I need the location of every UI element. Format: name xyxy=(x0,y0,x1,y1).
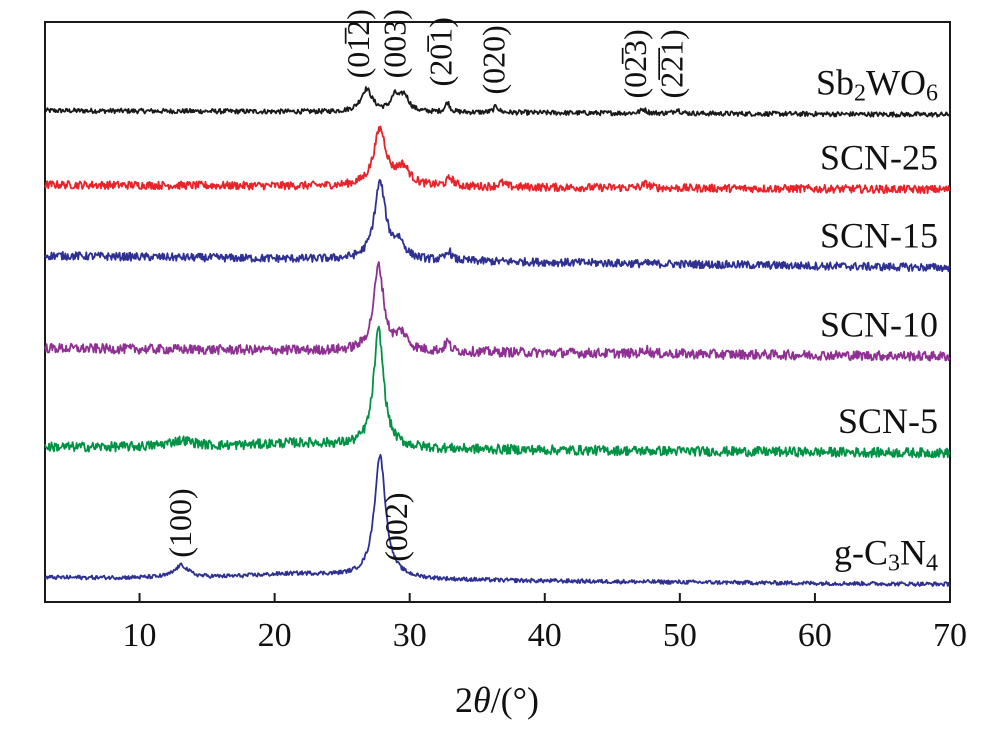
series-label-3: SCN-10 xyxy=(820,304,938,344)
series-line-0 xyxy=(44,86,951,118)
peak-label-1: (003) xyxy=(377,9,413,78)
series-label-4: SCN-5 xyxy=(838,401,938,441)
series-line-4 xyxy=(44,325,951,459)
series-line-5 xyxy=(44,453,951,587)
series-label-1: SCN-25 xyxy=(820,138,938,178)
x-tick-label: 50 xyxy=(663,617,697,654)
peak-labels-layer: (01̅2) (003) (20̅1) (020) (02̅3) (2̅2̅1) (100)… xyxy=(162,9,690,562)
x-tick-label: 60 xyxy=(798,617,832,654)
x-axis-label: 2θ/(°) xyxy=(455,680,539,720)
series-line-2 xyxy=(44,178,951,273)
ticks-layer: 10 20 30 40 50 60 70 xyxy=(123,593,967,654)
series-layer xyxy=(44,86,951,587)
series-labels-layer: Sb2WO6 SCN-25 SCN-15 SCN-10 SCN-5 g-C3N4 xyxy=(816,63,938,577)
peak-label-4: (02̅3) xyxy=(617,29,653,98)
series-line-3 xyxy=(44,261,951,362)
peak-label-2: (20̅1) xyxy=(423,17,459,86)
peak-label-5: (2̅2̅1) xyxy=(654,29,690,98)
plot-frame xyxy=(44,21,951,603)
x-tick-label: 30 xyxy=(393,617,427,654)
peak-label-6: (100) xyxy=(162,488,198,557)
series-label-2: SCN-15 xyxy=(820,216,938,256)
series-label-5: g-C3N4 xyxy=(834,532,938,576)
peak-label-3: (020) xyxy=(475,25,511,94)
x-tick-label: 20 xyxy=(258,617,292,654)
series-line-1 xyxy=(44,125,951,195)
peak-label-7: (002) xyxy=(378,492,414,561)
x-tick-label: 40 xyxy=(528,617,562,654)
peak-label-0: (01̅2) xyxy=(340,9,376,78)
x-tick-label: 70 xyxy=(933,617,967,654)
x-tick-label: 10 xyxy=(123,617,157,654)
series-label-0: Sb2WO6 xyxy=(816,63,938,107)
